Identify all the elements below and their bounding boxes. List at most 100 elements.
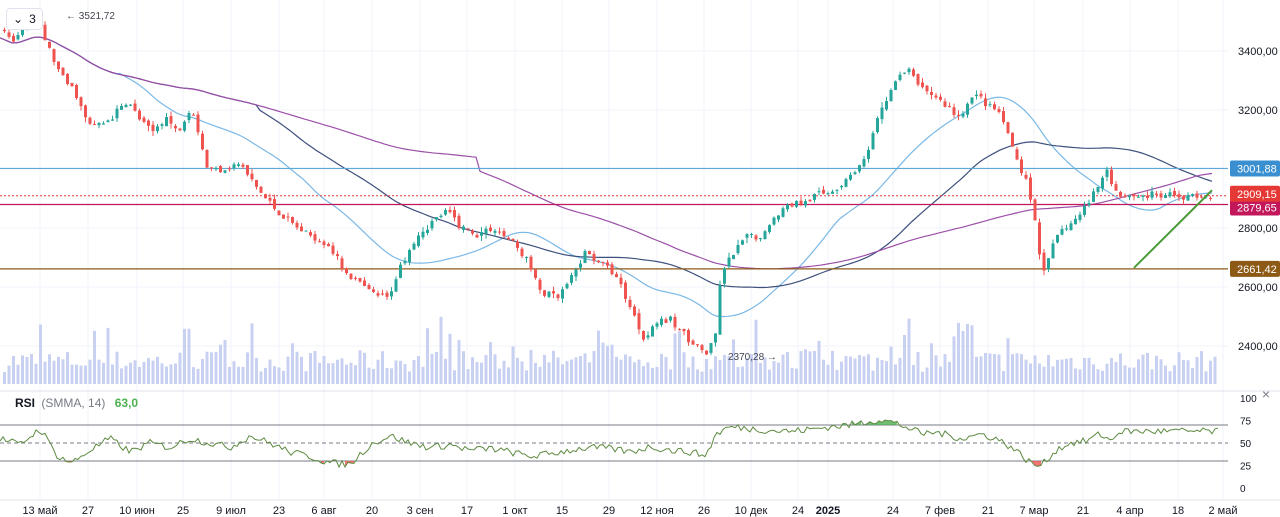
rsi-zone-fill xyxy=(1032,461,1041,467)
volume-bar xyxy=(403,364,407,384)
candle xyxy=(511,238,515,241)
candle xyxy=(556,294,560,299)
volume-bar xyxy=(970,325,974,384)
candle xyxy=(291,216,294,223)
collapse-indicators-button[interactable]: ⌄ 3 xyxy=(6,8,43,30)
candle xyxy=(705,350,708,355)
level-badge-upper: 3001,88 xyxy=(1237,163,1277,175)
candle xyxy=(1128,195,1131,198)
candle xyxy=(750,233,753,235)
volume-bar xyxy=(273,366,276,384)
volume-bar xyxy=(142,361,146,384)
candle xyxy=(754,235,758,240)
volume-bar xyxy=(925,367,929,384)
volume-bar xyxy=(507,367,510,384)
volume-bar xyxy=(1038,363,1041,384)
candle xyxy=(1033,199,1037,221)
volume-bar xyxy=(187,328,191,384)
volume-bar xyxy=(1074,368,1077,384)
volume-bar xyxy=(300,356,303,384)
volume-bar xyxy=(763,357,767,384)
time-tick-label: 17 xyxy=(461,505,473,517)
candle xyxy=(1186,194,1190,201)
candle xyxy=(165,117,168,127)
rsi-legend[interactable]: RSI (SMMA, 14) 63,0 xyxy=(15,396,138,410)
volume-bar xyxy=(1146,352,1149,384)
candle xyxy=(219,166,222,173)
candle xyxy=(331,245,335,254)
time-tick-label: 29 xyxy=(603,505,615,517)
volume-bar xyxy=(1119,353,1122,384)
volume-bar xyxy=(943,354,947,384)
candle xyxy=(178,128,182,131)
candle xyxy=(1132,194,1136,197)
volume-bar xyxy=(3,371,6,384)
volume-bar xyxy=(367,367,371,384)
candle xyxy=(723,268,726,284)
candle xyxy=(714,333,717,343)
candle xyxy=(574,269,578,277)
volume-bar xyxy=(430,353,434,384)
volume-bar xyxy=(736,367,740,384)
time-tick-label: 26 xyxy=(698,505,710,517)
volume-bar xyxy=(241,366,245,384)
volume-bar xyxy=(682,352,686,384)
volume-bar xyxy=(619,359,623,384)
volume-bar xyxy=(889,346,893,384)
candle xyxy=(52,49,56,62)
candle xyxy=(831,191,834,194)
volume-bar xyxy=(790,367,794,384)
candle xyxy=(259,186,263,193)
volume-bar xyxy=(921,371,924,384)
candle xyxy=(889,90,893,102)
candle xyxy=(210,167,213,169)
candle xyxy=(363,280,366,287)
close-icon[interactable]: × xyxy=(1261,386,1271,402)
volume-bar xyxy=(696,369,699,384)
candle xyxy=(984,98,987,107)
volume-bar xyxy=(876,357,879,384)
candle xyxy=(741,240,744,245)
candle xyxy=(1020,159,1023,174)
volume-bar xyxy=(264,367,267,384)
candle xyxy=(565,284,569,289)
candle xyxy=(336,254,339,257)
candle xyxy=(1087,203,1091,206)
volume-bar xyxy=(124,365,128,384)
candle xyxy=(1150,191,1154,198)
candle xyxy=(1083,206,1086,215)
candle xyxy=(822,189,825,194)
volume-bar xyxy=(232,361,236,384)
rsi-params: (SMMA, 14) xyxy=(41,396,106,410)
candle xyxy=(1038,222,1041,255)
volume-bar xyxy=(12,355,15,384)
candle xyxy=(1168,192,1172,197)
candle xyxy=(642,330,645,340)
candle xyxy=(592,253,596,261)
candle xyxy=(183,121,186,131)
candle xyxy=(354,277,357,279)
time-tick-label: 25 xyxy=(177,505,189,517)
candle xyxy=(124,104,128,108)
volume-bar xyxy=(309,353,312,384)
candle xyxy=(264,194,267,199)
volume-bar xyxy=(394,360,398,384)
level-badge-current-bg xyxy=(1230,185,1280,202)
volume-bar xyxy=(97,359,101,384)
volume-bar xyxy=(1186,360,1190,384)
candle xyxy=(282,214,285,219)
candle xyxy=(709,343,713,353)
volume-bar xyxy=(885,361,888,384)
volume-bar xyxy=(952,336,956,384)
candle xyxy=(678,329,681,331)
volume-bar xyxy=(1204,371,1208,384)
volume-bar xyxy=(205,351,209,384)
volume-bar xyxy=(196,368,200,384)
candle xyxy=(1137,196,1140,198)
low-annotation: 2370,28 → xyxy=(728,352,777,363)
candle xyxy=(1173,190,1176,196)
volume-bar xyxy=(237,366,240,384)
candle xyxy=(786,204,789,210)
volume-bar xyxy=(781,354,785,384)
